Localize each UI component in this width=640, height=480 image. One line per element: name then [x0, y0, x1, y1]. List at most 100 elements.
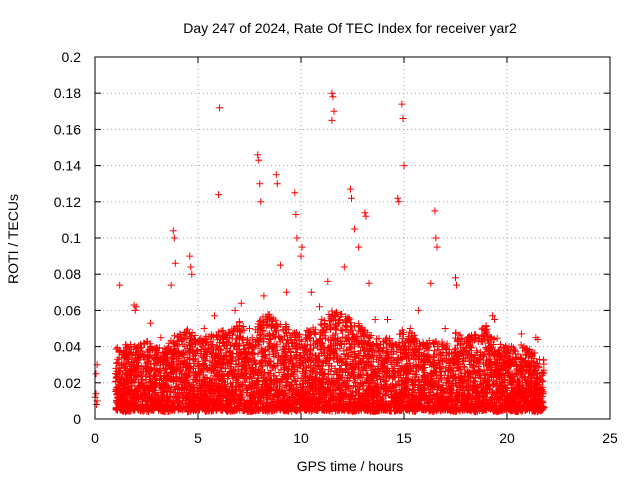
data-point [329, 348, 337, 356]
data-point [395, 362, 403, 370]
data-point [307, 384, 315, 392]
data-point [338, 310, 346, 318]
data-point [451, 373, 459, 381]
data-point [162, 364, 169, 372]
data-point [250, 390, 258, 398]
data-point [318, 382, 326, 390]
data-point [138, 343, 146, 351]
data-point [432, 377, 440, 385]
data-point [280, 390, 287, 398]
data-point [300, 351, 308, 359]
data-point [369, 358, 377, 366]
data-point [162, 358, 170, 366]
data-point [502, 399, 509, 407]
data-point [416, 381, 424, 389]
data-point [424, 399, 432, 406]
data-point [202, 339, 210, 347]
data-point [152, 386, 160, 394]
data-point [332, 311, 339, 319]
data-point [319, 391, 327, 399]
data-point [514, 369, 522, 377]
data-point [269, 344, 276, 352]
data-point [410, 382, 418, 390]
data-point [248, 343, 256, 351]
data-point [299, 387, 307, 395]
data-point [122, 348, 130, 356]
data-point [253, 342, 261, 350]
data-point [144, 353, 152, 361]
data-point [311, 351, 319, 359]
data-point [278, 383, 286, 391]
data-point [430, 367, 438, 375]
data-point [482, 322, 490, 330]
data-point [294, 364, 302, 372]
data-point [187, 386, 194, 394]
data-point [241, 345, 249, 353]
data-point [226, 380, 234, 388]
data-point [489, 390, 496, 398]
data-point [490, 358, 498, 366]
data-point [339, 327, 347, 335]
data-point [129, 377, 137, 385]
data-point [342, 393, 350, 401]
data-point [493, 334, 501, 342]
data-point [274, 399, 282, 406]
data-point [469, 363, 477, 371]
data-point [349, 334, 357, 342]
data-point [181, 402, 189, 410]
data-point [181, 394, 189, 402]
data-point [139, 352, 147, 360]
data-point [266, 331, 274, 339]
data-point [178, 336, 186, 344]
data-point [259, 361, 267, 369]
data-point [396, 382, 404, 390]
data-point [226, 368, 234, 376]
data-point [281, 354, 289, 362]
data-point [145, 387, 153, 395]
data-point [140, 339, 148, 347]
data-point [517, 341, 525, 349]
data-point [292, 388, 300, 396]
data-point [282, 323, 290, 330]
data-point [131, 379, 139, 387]
data-point [363, 371, 371, 379]
data-point [174, 341, 182, 349]
data-point [415, 365, 423, 373]
data-point [142, 381, 150, 389]
data-point [355, 390, 363, 398]
data-point [273, 346, 281, 354]
data-point [265, 330, 273, 338]
data-point [260, 327, 268, 335]
data-point [383, 349, 391, 357]
data-point [270, 372, 278, 380]
data-point [153, 350, 161, 358]
data-point [215, 328, 223, 336]
data-point [355, 320, 363, 328]
data-point [412, 360, 420, 368]
data-point [178, 358, 186, 366]
data-point [430, 339, 438, 347]
data-point [456, 341, 464, 349]
data-point [144, 392, 152, 400]
data-point [317, 370, 325, 378]
data-point [125, 378, 133, 386]
data-point [328, 362, 335, 370]
data-point [339, 333, 347, 341]
data-point [454, 341, 461, 349]
data-point [182, 374, 189, 382]
data-point [202, 357, 210, 365]
data-point [309, 380, 317, 388]
data-point [233, 350, 241, 358]
data-point [142, 405, 150, 413]
data-point [249, 350, 256, 358]
data-point [382, 392, 390, 399]
data-point [147, 378, 155, 386]
data-point [216, 346, 224, 353]
data-point [331, 364, 339, 372]
data-point [413, 364, 421, 372]
data-points [91, 89, 548, 416]
data-point [482, 359, 490, 367]
data-point [522, 358, 529, 366]
data-point [517, 355, 525, 363]
